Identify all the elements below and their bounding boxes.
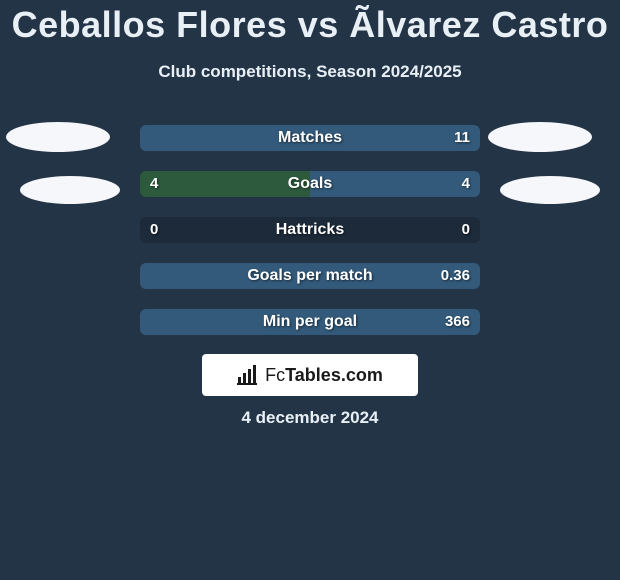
left-team-oval	[20, 176, 120, 204]
metric-label: Goals per match	[140, 263, 480, 289]
metric-value-right: 0.36	[441, 263, 470, 289]
metric-label: Hattricks	[140, 217, 480, 243]
bars-icon	[237, 365, 259, 385]
metric-row: Min per goal366	[140, 309, 480, 335]
page-subtitle: Club competitions, Season 2024/2025	[0, 62, 620, 82]
metric-value-right: 11	[454, 125, 470, 151]
metric-value-left: 0	[150, 217, 158, 243]
left-team-oval	[6, 122, 110, 152]
snapshot-date: 4 december 2024	[0, 408, 620, 428]
logo-text: FcTables.com	[265, 365, 383, 386]
page-title: Ceballos Flores vs Ãlvarez Castro	[0, 4, 620, 46]
metric-row: Matches11	[140, 125, 480, 151]
metric-value-left: 4	[150, 171, 158, 197]
metric-label: Goals	[140, 171, 480, 197]
comparison-infographic: Ceballos Flores vs Ãlvarez Castro Club c…	[0, 0, 620, 580]
metric-label: Min per goal	[140, 309, 480, 335]
metric-row: Goals per match0.36	[140, 263, 480, 289]
metric-value-right: 4	[462, 171, 470, 197]
metric-row: Goals4 4	[140, 171, 480, 197]
metric-value-right: 366	[445, 309, 470, 335]
right-team-oval	[488, 122, 592, 152]
fctables-logo: FcTables.com	[202, 354, 418, 396]
comparison-bars: Matches11 Goals4 4 Hattricks0 0 Goals per mat…	[140, 125, 480, 355]
metric-label: Matches	[140, 125, 480, 151]
metric-value-right: 0	[462, 217, 470, 243]
metric-row: Hattricks0 0	[140, 217, 480, 243]
right-team-oval	[500, 176, 600, 204]
